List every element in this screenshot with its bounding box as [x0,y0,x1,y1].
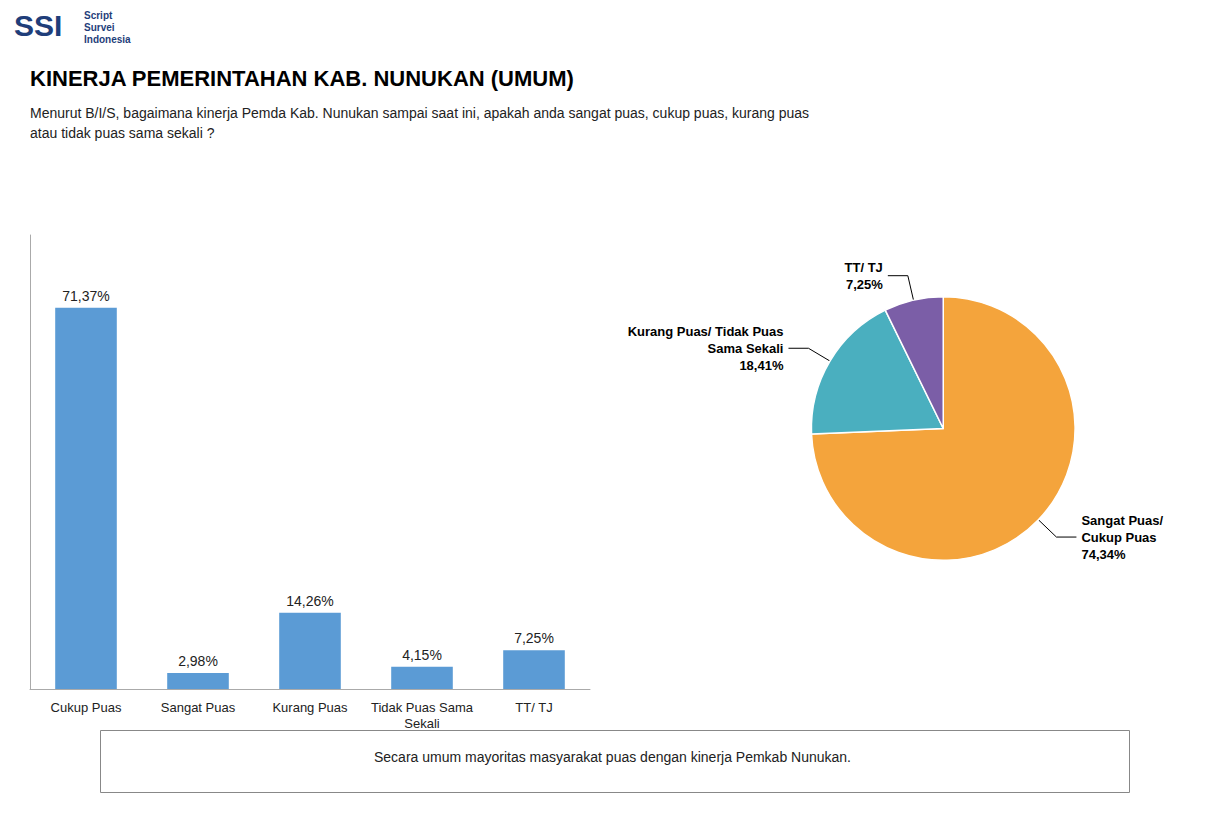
svg-text:SSI: SSI [14,9,62,42]
svg-text:Menurut B/I/S, bagaimana kiner: Menurut B/I/S, bagaimana kinerja Pemda K… [30,105,809,121]
svg-text:18,41%: 18,41% [739,358,784,373]
svg-text:4,15%: 4,15% [402,647,442,663]
svg-text:Kurang Puas: Kurang Puas [272,700,348,715]
svg-text:Sangat Puas/: Sangat Puas/ [1081,513,1163,528]
svg-text:Sama Sekali: Sama Sekali [708,341,784,356]
svg-text:Tidak Puas Sama: Tidak Puas Sama [371,700,474,715]
svg-text:TT/ TJ: TT/ TJ [515,700,552,715]
svg-text:Sekali: Sekali [404,716,440,731]
svg-text:Script: Script [84,10,113,21]
svg-text:7,25%: 7,25% [514,630,554,646]
svg-text:Kurang Puas/ Tidak Puas: Kurang Puas/ Tidak Puas [628,324,784,339]
svg-text:Secara umum mayoritas masyarak: Secara umum mayoritas masyarakat puas de… [374,749,851,765]
svg-text:7,25%: 7,25% [846,277,883,292]
svg-text:TT/ TJ: TT/ TJ [845,260,883,275]
svg-text:74,34%: 74,34% [1081,547,1126,562]
svg-text:KINERJA PEMERINTAHAN KAB. NUNU: KINERJA PEMERINTAHAN KAB. NUNUKAN (UMUM) [30,66,574,91]
svg-text:Cukup Puas: Cukup Puas [1081,530,1156,545]
svg-text:Cukup Puas: Cukup Puas [51,700,122,715]
svg-text:71,37%: 71,37% [62,288,109,304]
svg-text:Sangat Puas: Sangat Puas [161,700,236,715]
svg-text:14,26%: 14,26% [286,593,333,609]
svg-text:Survei: Survei [84,22,115,33]
svg-text:Indonesia: Indonesia [84,34,131,45]
svg-text:2,98%: 2,98% [178,653,218,669]
svg-text:atau tidak puas sama sekali ?: atau tidak puas sama sekali ? [30,125,215,141]
